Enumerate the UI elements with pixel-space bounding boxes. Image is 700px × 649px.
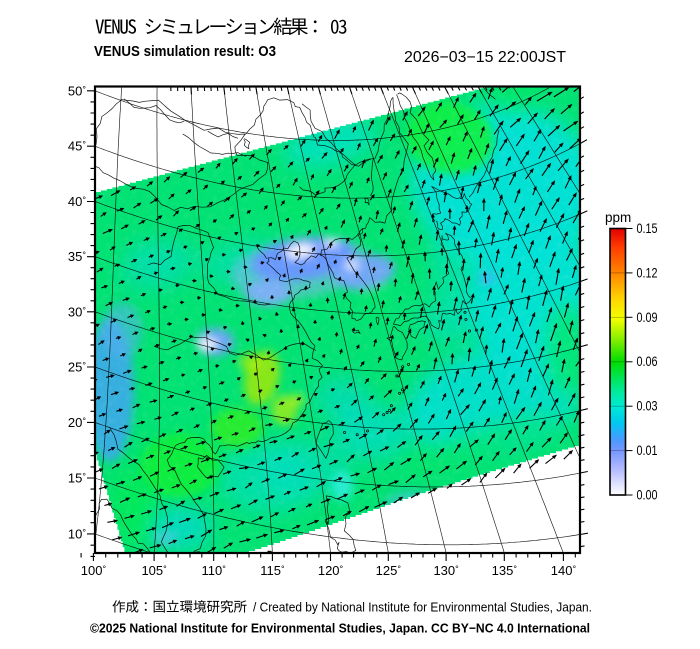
svg-text:105°: 105° bbox=[141, 563, 167, 578]
svg-text:VENUS simulation result: O3: VENUS simulation result: O3 bbox=[94, 44, 276, 60]
svg-text:/ Created by National Institut: / Created by National Institute for Envi… bbox=[253, 601, 592, 615]
svg-text:25°: 25° bbox=[68, 360, 86, 375]
svg-text:30°: 30° bbox=[68, 304, 86, 319]
svg-text:ppm: ppm bbox=[605, 210, 631, 225]
svg-text:130°: 130° bbox=[433, 563, 459, 578]
svg-text:15°: 15° bbox=[68, 471, 86, 486]
svg-text:120°: 120° bbox=[318, 563, 344, 578]
svg-text:125°: 125° bbox=[376, 563, 402, 578]
svg-text:35°: 35° bbox=[68, 249, 86, 264]
svg-text:20°: 20° bbox=[68, 415, 86, 430]
svg-text:10°: 10° bbox=[68, 526, 86, 541]
svg-text:0.09: 0.09 bbox=[637, 310, 658, 325]
svg-text:115°: 115° bbox=[260, 563, 285, 578]
svg-text:50°: 50° bbox=[68, 83, 86, 98]
svg-text:2026−03−15 22:00JST: 2026−03−15 22:00JST bbox=[404, 49, 567, 66]
svg-text:0.03: 0.03 bbox=[637, 399, 658, 414]
svg-text:40°: 40° bbox=[68, 194, 86, 209]
svg-text:110°: 110° bbox=[202, 563, 227, 578]
svg-text:45°: 45° bbox=[68, 139, 86, 154]
svg-text:0.12: 0.12 bbox=[637, 265, 658, 280]
svg-text:0.00: 0.00 bbox=[637, 488, 658, 503]
svg-text:0.15: 0.15 bbox=[637, 221, 658, 236]
svg-text:140°: 140° bbox=[551, 563, 577, 578]
svg-text:0.06: 0.06 bbox=[637, 354, 658, 369]
svg-text:135°: 135° bbox=[492, 563, 518, 578]
svg-text:©2025 National Institute for E: ©2025 National Institute for Environment… bbox=[90, 621, 590, 636]
svg-text:0.01: 0.01 bbox=[637, 443, 658, 458]
svg-text:100°: 100° bbox=[81, 563, 107, 578]
